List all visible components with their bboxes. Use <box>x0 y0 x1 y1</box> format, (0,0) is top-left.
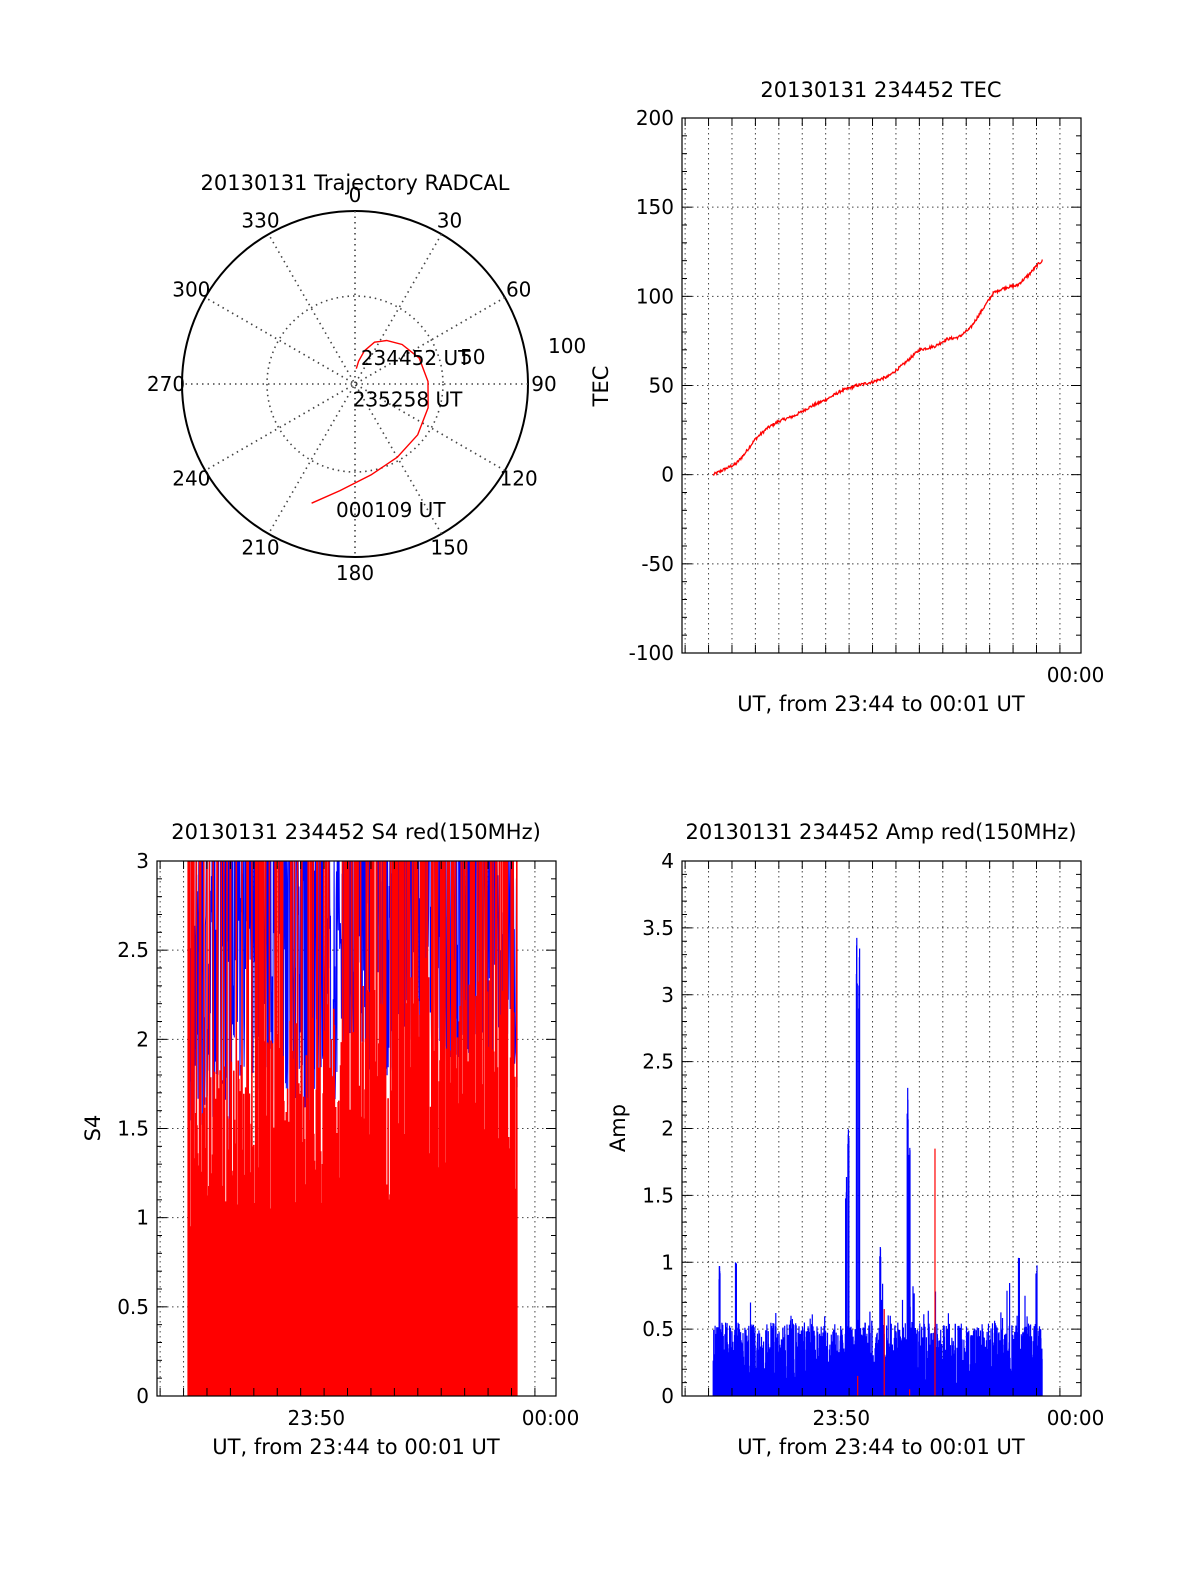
polar-time-annotation: 235258 UT <box>353 387 463 411</box>
polar-azimuth-label: 210 <box>241 536 279 560</box>
s4-frame <box>156 860 557 1397</box>
s4-ylabel: S4 <box>81 1115 105 1142</box>
polar-azimuth-label: 270 <box>147 372 185 396</box>
s4-series-group <box>187 861 518 1396</box>
y-tick-label: 0.5 <box>117 1295 149 1319</box>
y-tick-label: 0 <box>136 1384 149 1408</box>
polar-azimuth-label: 0 <box>349 183 362 207</box>
tec-panel: 20130131 234452 TEC -100 -50 0 50 100 150 200 0… <box>589 78 1104 716</box>
polar-azimuth-label: 120 <box>500 467 538 491</box>
s4-title: 20130131 234452 S4 red(150MHz) <box>171 820 541 844</box>
polar-radial-label-50: 50 <box>460 345 485 369</box>
amp-title: 20130131 234452 Amp red(150MHz) <box>685 820 1076 844</box>
trajectory-track <box>311 339 429 504</box>
amp-panel: 20130131 234452 Amp red(150MHz) 0 0.5 1 1.5… <box>606 820 1104 1459</box>
y-tick-label: 1 <box>136 1206 149 1230</box>
polar-spoke-30 <box>267 233 443 535</box>
y-tick-label: 1.5 <box>117 1117 149 1141</box>
x-tick-label: 23:50 <box>287 1406 345 1430</box>
trajectory-title: 20130131 Trajectory RADCAL <box>201 171 510 195</box>
tec-xlabel: UT, from 23:44 to 00:01 UT <box>737 692 1025 716</box>
y-tick-label: 3 <box>136 849 149 873</box>
y-tick-label: 1.5 <box>642 1183 674 1207</box>
amp-blue-series <box>712 937 1043 1396</box>
y-tick-label: 1 <box>661 1250 674 1274</box>
x-tick-label: 00:00 <box>522 1406 580 1430</box>
y-tick-label: 0.5 <box>642 1317 674 1341</box>
tec-frame <box>681 117 1082 654</box>
trajectory-panel: 20130131 Trajectory RADCAL 0 30 60 90 120 150… <box>147 171 586 585</box>
y-tick-label: 4 <box>661 849 674 873</box>
tec-title: 20130131 234452 TEC <box>760 78 1001 102</box>
y-tick-label: 100 <box>636 284 674 308</box>
polar-azimuth-label: 150 <box>430 536 468 560</box>
y-tick-label: -50 <box>641 552 674 576</box>
y-tick-label: 2.5 <box>117 938 149 962</box>
y-tick-label: 50 <box>649 374 674 398</box>
y-tick-label: 2 <box>661 1117 674 1141</box>
polar-azimuth-label: 300 <box>172 278 210 302</box>
polar-azimuth-label: 240 <box>172 467 210 491</box>
polar-azimuth-label: 330 <box>241 208 279 232</box>
y-tick-label: 3.5 <box>642 916 674 940</box>
polar-spoke-60 <box>204 296 506 472</box>
polar-azimuth-label: 30 <box>437 208 462 232</box>
y-tick-label: 200 <box>636 106 674 130</box>
amp-ylabel: Amp <box>606 1104 630 1152</box>
tec-series-line <box>712 259 1043 477</box>
trajectory-grid <box>181 210 529 558</box>
y-tick-label: 0 <box>661 463 674 487</box>
y-tick-label: 3 <box>661 983 674 1007</box>
x-tick-label: 23:50 <box>812 1406 870 1430</box>
y-tick-label: 0 <box>661 1384 674 1408</box>
y-tick-label: 2 <box>136 1027 149 1051</box>
y-tick-label: 2.5 <box>642 1050 674 1074</box>
amp-frame <box>681 860 1082 1397</box>
polar-azimuth-label: 180 <box>336 561 374 585</box>
polar-time-annotation: 234452 UT <box>361 346 471 370</box>
y-tick-label: -100 <box>629 641 674 665</box>
s4-xlabel: UT, from 23:44 to 00:01 UT <box>212 1435 500 1459</box>
polar-radial-label-100: 100 <box>548 334 586 358</box>
polar-azimuth-label: 60 <box>506 278 531 302</box>
x-tick-label: 00:00 <box>1047 663 1105 687</box>
x-tick-label: 00:00 <box>1047 1406 1105 1430</box>
polar-inner-circle <box>266 295 444 473</box>
polar-azimuth-label: 90 <box>531 372 556 396</box>
amp-xlabel: UT, from 23:44 to 00:01 UT <box>737 1435 1025 1459</box>
polar-spoke-150 <box>267 233 443 535</box>
s4-panel: 20130131 234452 S4 red(150MHz) 0 0.5 1 1.5 2… <box>81 820 579 1459</box>
tec-ylabel: TEC <box>589 366 613 408</box>
s4-blue-series <box>187 861 518 1305</box>
s4-red-series <box>187 861 518 1396</box>
polar-time-annotation: 000109 UT <box>336 498 446 522</box>
y-tick-label: 150 <box>636 195 674 219</box>
polar-spoke-120 <box>204 296 506 472</box>
